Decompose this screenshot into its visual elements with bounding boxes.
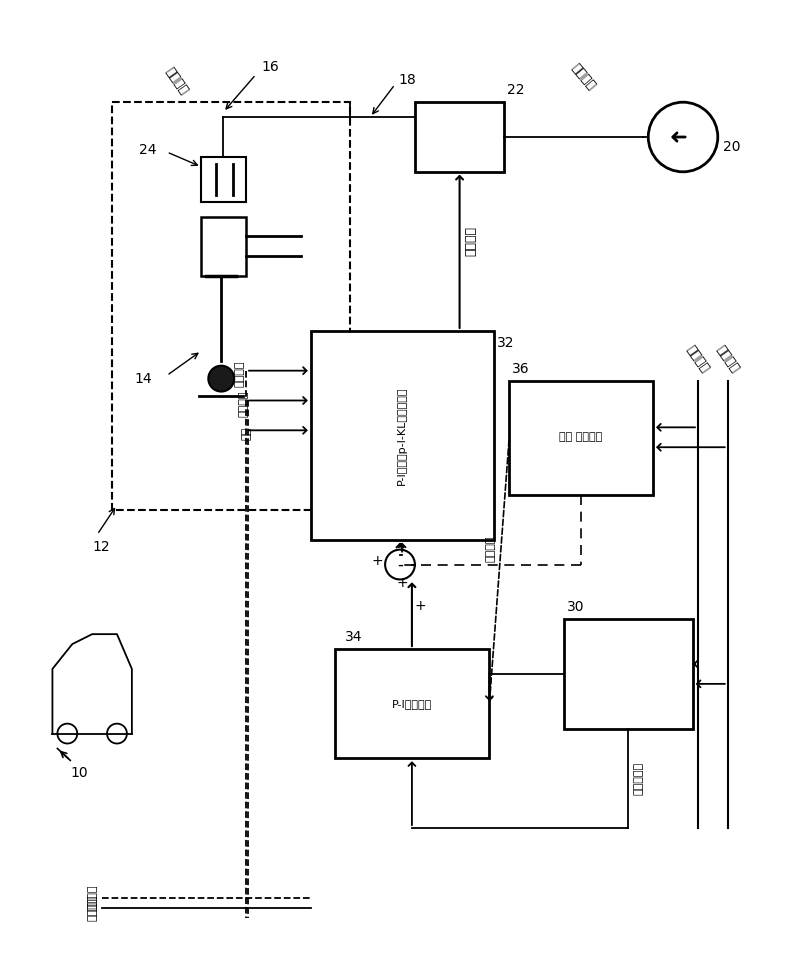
Bar: [415, 102, 504, 172]
Text: 系统压力: 系统压力: [234, 360, 244, 387]
Text: 14: 14: [134, 372, 152, 385]
Text: 旋转速度: 旋转速度: [87, 894, 97, 920]
Text: 控制器输出: 控制器输出: [634, 762, 643, 795]
Bar: [335, 649, 490, 758]
Text: 30: 30: [567, 600, 584, 614]
Circle shape: [208, 366, 234, 391]
Text: 20: 20: [722, 140, 740, 154]
Text: 实际压力: 实际压力: [162, 65, 190, 97]
Text: 校正压力: 校正压力: [486, 535, 495, 561]
Text: 32: 32: [498, 336, 515, 350]
Text: 修正 校正函数: 修正 校正函数: [559, 432, 602, 443]
Text: 温度: 温度: [241, 427, 251, 440]
Text: +: +: [415, 599, 426, 613]
Text: 18: 18: [398, 73, 416, 88]
Bar: [564, 619, 693, 729]
Text: 旋转速度: 旋转速度: [238, 390, 248, 416]
Text: 24: 24: [139, 143, 157, 157]
Bar: [112, 102, 350, 510]
Bar: [310, 331, 494, 540]
Bar: [202, 157, 246, 201]
Text: 34: 34: [346, 631, 363, 644]
Text: 16: 16: [261, 60, 278, 74]
Bar: [510, 380, 654, 495]
Text: 10: 10: [70, 767, 88, 780]
Text: +: +: [396, 576, 408, 591]
Text: 12: 12: [92, 540, 110, 554]
Text: P-I校正函数: P-I校正函数: [392, 699, 432, 708]
Text: 系统压力: 系统压力: [87, 884, 97, 911]
Text: 系统压力: 系统压力: [569, 61, 598, 92]
Text: 22: 22: [507, 84, 525, 97]
Text: 实际压力: 实际压力: [714, 343, 742, 376]
Text: -: -: [397, 556, 403, 573]
Text: P-I关系（p-I-KL、滞后等）: P-I关系（p-I-KL、滞后等）: [397, 386, 407, 485]
Text: 期望电流: 期望电流: [465, 227, 478, 257]
Text: 期望压力: 期望压力: [684, 343, 712, 376]
Text: 36: 36: [512, 362, 530, 376]
Bar: [202, 217, 246, 276]
Text: +: +: [371, 554, 383, 567]
